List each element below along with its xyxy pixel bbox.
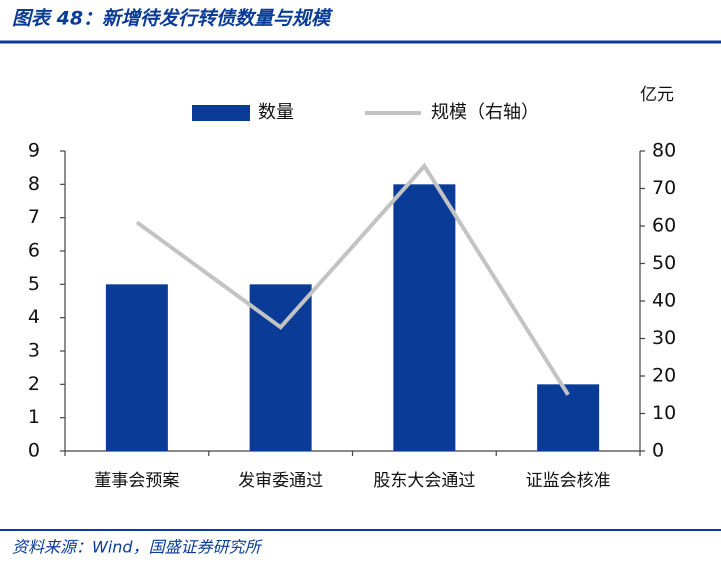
y2-tick-label: 10 <box>652 402 676 424</box>
bar <box>393 184 456 452</box>
y2-tick-label: 40 <box>652 290 676 312</box>
y-tick-label: 6 <box>28 240 40 262</box>
x-tick-label: 股东大会通过 <box>373 471 475 491</box>
x-tick-label: 发审委通过 <box>238 471 323 491</box>
legend-swatch <box>192 105 250 121</box>
y-tick-label: 5 <box>28 273 40 295</box>
y2-tick-label: 20 <box>652 365 676 387</box>
y2-tick-label: 80 <box>652 140 676 162</box>
x-tick-label: 董事会预案 <box>94 471 179 491</box>
legend-label: 数量 <box>258 102 294 123</box>
y2-unit: 亿元 <box>640 85 674 105</box>
bar <box>537 384 600 451</box>
chart-title: 图表 48：新增待发行转债数量与规模 <box>12 8 334 30</box>
line <box>135 162 570 396</box>
x-tick-label: 证监会核准 <box>526 471 611 491</box>
y-tick-label: 3 <box>28 340 40 362</box>
y2-tick-label: 60 <box>652 215 676 237</box>
y-tick-label: 9 <box>28 140 40 162</box>
y-tick-label: 2 <box>28 373 40 395</box>
y2-tick-label: 0 <box>652 440 664 462</box>
y2-tick-label: 50 <box>652 252 676 274</box>
y-tick-label: 7 <box>28 206 40 228</box>
y2-tick-label: 70 <box>652 177 676 199</box>
y-tick-label: 1 <box>28 406 40 428</box>
y-tick-label: 8 <box>28 173 40 195</box>
bar <box>105 284 168 451</box>
y-tick-label: 0 <box>28 440 40 462</box>
legend-label: 规模（右轴） <box>431 102 539 123</box>
source: 资料来源：Wind，国盛证券研究所 <box>12 538 264 557</box>
y-tick-label: 4 <box>28 306 40 328</box>
y2-tick-label: 30 <box>652 327 676 349</box>
